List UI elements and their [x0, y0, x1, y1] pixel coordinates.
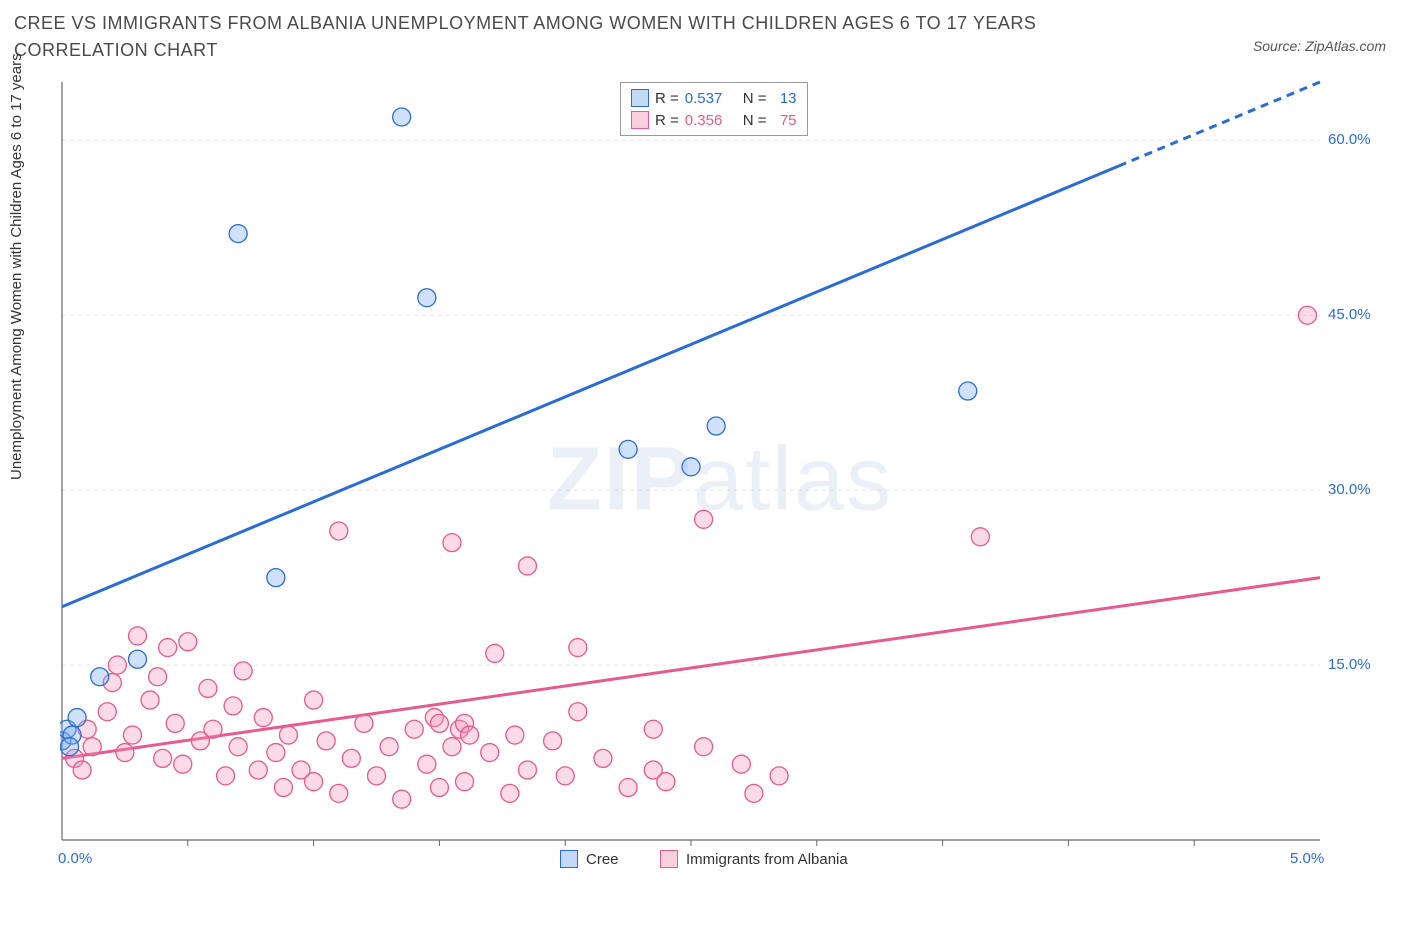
legend-n-label: N =	[743, 112, 767, 129]
series-legend-albania: Immigrants from Albania	[660, 850, 848, 868]
legend-series-label: Immigrants from Albania	[686, 851, 848, 868]
x-tick-label-left: 0.0%	[58, 850, 92, 867]
y-tick-label: 60.0%	[1328, 131, 1371, 148]
legend-n-value: 13	[773, 90, 797, 107]
chart-title: CREE VS IMMIGRANTS FROM ALBANIA UNEMPLOY…	[14, 10, 1106, 64]
source-label: Source: ZipAtlas.com	[1253, 38, 1386, 54]
legend-series-label: Cree	[586, 851, 619, 868]
legend-row: R = 0.537 N = 13	[631, 87, 797, 109]
y-tick-label: 45.0%	[1328, 306, 1371, 323]
legend-swatch	[660, 850, 678, 868]
legend-r-value: 0.537	[685, 90, 731, 107]
legend-swatch	[631, 89, 649, 107]
legend-r-label: R =	[655, 90, 679, 107]
y-axis-label: Unemployment Among Women with Children A…	[8, 53, 25, 480]
legend-n-value: 75	[773, 112, 797, 129]
plot-area: ZIPatlas R =0.537N =13R =0.356N =75 Cree…	[60, 80, 1380, 880]
legend-r-label: R =	[655, 112, 679, 129]
correlation-legend: R = 0.537 N = 13 R = 0.356 N = 75	[620, 82, 808, 136]
y-tick-label: 30.0%	[1328, 481, 1371, 498]
series-legend-cree: Cree	[560, 850, 619, 868]
legend-n-label: N =	[743, 90, 767, 107]
legend-swatch	[560, 850, 578, 868]
x-tick-label-right: 5.0%	[1290, 850, 1324, 867]
chart-container: CREE VS IMMIGRANTS FROM ALBANIA UNEMPLOY…	[0, 0, 1406, 930]
y-tick-label: 15.0%	[1328, 656, 1371, 673]
legend-r-value: 0.356	[685, 112, 731, 129]
legend-row: R = 0.356 N = 75	[631, 109, 797, 131]
legend-swatch	[631, 111, 649, 129]
scatter-svg	[60, 80, 1380, 880]
